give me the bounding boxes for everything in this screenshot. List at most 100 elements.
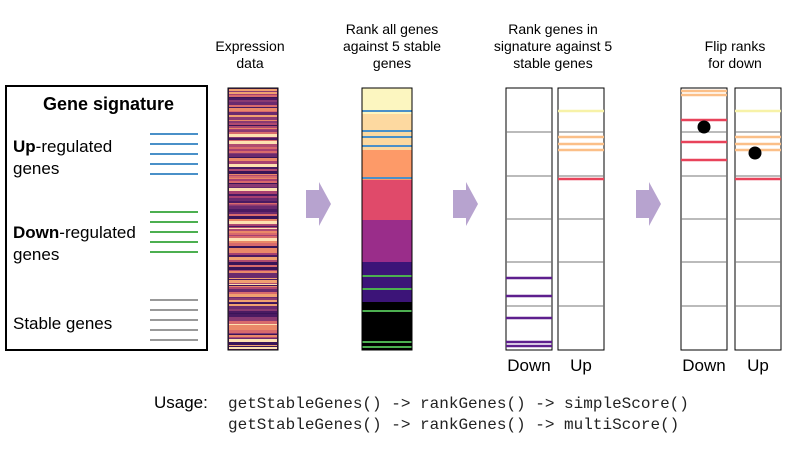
- expression-stripe: [229, 342, 277, 345]
- expression-stripe: [229, 328, 277, 330]
- expression-stripe: [229, 314, 277, 317]
- expression-stripe: [229, 278, 277, 279]
- expression-stripe: [229, 102, 277, 105]
- expression-stripe: [229, 297, 277, 298]
- expression-stripe: [229, 338, 277, 339]
- expression-stripe: [229, 147, 277, 149]
- arrow-3: [636, 182, 661, 226]
- expression-stripe: [229, 229, 277, 231]
- expression-stripe: [229, 267, 277, 270]
- expression-stripe: [229, 153, 277, 154]
- rank-signature-up-box: [557, 87, 605, 351]
- expression-stripe: [229, 184, 277, 187]
- header-rank-all: Rank all genes against 5 stable genes: [322, 21, 462, 72]
- expression-stripe: [229, 333, 277, 334]
- header-expression-line1: Expression: [215, 38, 285, 54]
- legend-down-rest: -regulated: [59, 223, 136, 242]
- expression-stripe: [229, 123, 277, 125]
- expression-stripe: [229, 178, 277, 179]
- label-down-flip: Down: [682, 356, 726, 375]
- expression-stripe: [229, 294, 277, 297]
- expression-stripe: [229, 279, 277, 280]
- expression-stripe: [229, 346, 277, 347]
- header-flip-line2: for down: [708, 55, 762, 71]
- expression-stripe: [229, 198, 277, 201]
- expression-stripe: [229, 206, 277, 209]
- expression-stripe: [229, 289, 277, 292]
- header-rank-all-line3: genes: [372, 55, 412, 71]
- expression-stripe: [229, 233, 277, 235]
- expression-stripe: [229, 121, 277, 123]
- expression-stripe: [229, 271, 277, 273]
- expression-stripe: [229, 212, 277, 214]
- expression-stripe: [229, 120, 277, 121]
- expression-stripe: [229, 203, 277, 204]
- expression-stripe: [229, 325, 277, 328]
- expression-stripe: [229, 324, 277, 325]
- header-flip-line1: Flip ranks: [704, 38, 766, 54]
- header-rank-all-line1: Rank all genes: [345, 21, 439, 37]
- expression-stripe: [229, 227, 277, 228]
- expression-stripe: [229, 251, 277, 253]
- legend-up-bold: Up: [13, 137, 36, 156]
- expression-stripe: [229, 169, 277, 170]
- expression-stripe: [229, 170, 277, 171]
- flip-down-box: [680, 87, 728, 351]
- expression-stripe: [229, 91, 277, 92]
- expression-stripe: [229, 286, 277, 287]
- expression-stripe: [229, 285, 277, 286]
- expression-stripe: [229, 280, 277, 283]
- usage-label: Usage:: [154, 393, 208, 412]
- expression-stripe: [229, 97, 277, 98]
- expression-stripe: [229, 107, 277, 108]
- expression-stripe: [229, 205, 277, 206]
- header-expression: Expression data: [195, 38, 305, 72]
- expression-stripe: [229, 298, 277, 300]
- expression-stripe: [229, 125, 277, 126]
- expression-stripe: [229, 246, 277, 248]
- expression-stripe: [229, 188, 277, 191]
- expression-stripe: [229, 313, 277, 314]
- expression-stripe: [229, 191, 277, 193]
- expression-stripe: [229, 300, 277, 302]
- expression-stripe: [229, 129, 277, 130]
- expression-stripe: [229, 174, 277, 175]
- expression-stripe: [229, 94, 277, 95]
- expression-stripe: [229, 204, 277, 205]
- expression-stripe: [229, 241, 277, 243]
- expression-stripe: [229, 89, 277, 91]
- expression-stripe: [229, 98, 277, 100]
- expression-stripe: [229, 225, 277, 226]
- legend-down-label: Down-regulated genes: [13, 222, 136, 266]
- expression-stripe: [229, 214, 277, 216]
- expression-stripe: [229, 253, 277, 255]
- legend-down-bold: Down: [13, 223, 60, 242]
- label-up-signature: Up: [570, 356, 592, 375]
- expression-stripe: [229, 195, 277, 196]
- header-rank-signature-line1: Rank genes in: [508, 21, 598, 37]
- header-rank-all-line2: against 5 stable: [342, 38, 442, 54]
- expression-stripe: [229, 130, 277, 132]
- usage-line-1: getStableGenes() -> rankGenes() -> simpl…: [228, 395, 689, 413]
- arrow-2: [453, 182, 478, 226]
- expression-stripe: [229, 224, 277, 225]
- expression-stripe: [229, 157, 277, 158]
- expression-stripe: [229, 228, 277, 229]
- expression-stripe: [229, 226, 277, 227]
- expression-stripe: [229, 193, 277, 194]
- expression-stripe: [229, 238, 277, 241]
- expression-stripe: [229, 183, 277, 184]
- expression-stripe: [229, 108, 277, 111]
- expression-stripe: [229, 302, 277, 303]
- expression-stripe: [229, 158, 277, 161]
- expression-stripe: [229, 209, 277, 210]
- expression-stripe: [229, 231, 277, 233]
- expression-stripe: [229, 134, 277, 137]
- expression-stripe: [229, 179, 277, 181]
- expression-stripe: [229, 339, 277, 342]
- expression-stripe: [229, 151, 277, 153]
- expression-data-bar: [227, 87, 279, 351]
- expression-stripe: [229, 275, 277, 278]
- expression-stripe: [229, 112, 277, 115]
- expression-stripe: [229, 210, 277, 212]
